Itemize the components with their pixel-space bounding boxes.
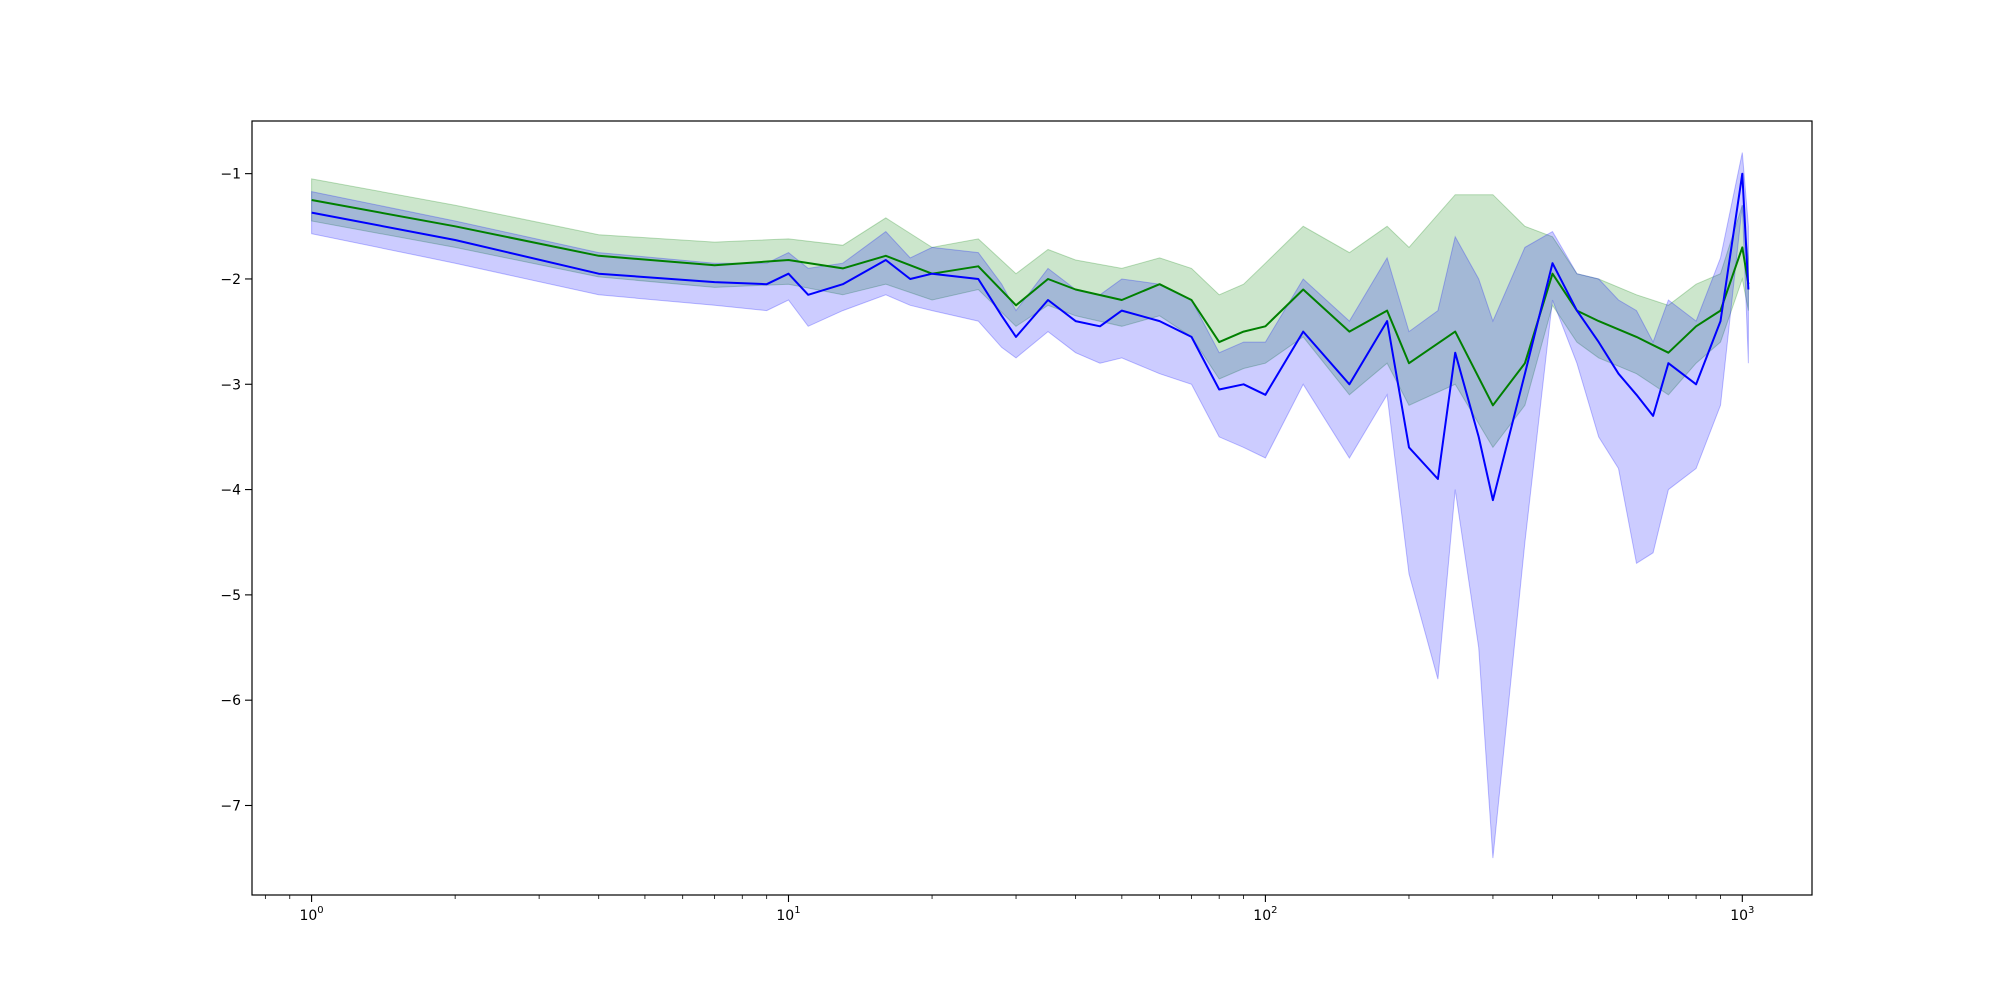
y-tick-label: −3: [220, 377, 241, 393]
x-tick-label: 102: [1253, 905, 1277, 924]
series-1-line: [311, 172, 1750, 502]
x-tick-label: 100: [299, 905, 323, 924]
series-1-band: [311, 152, 1749, 859]
x-tick-label: 101: [776, 905, 800, 924]
y-tick-label: −4: [220, 483, 241, 499]
y-tick-label: −5: [220, 588, 241, 604]
y-tick-label: −1: [220, 167, 241, 183]
y-tick-label: −2: [220, 272, 241, 288]
x-axis: 100 101 102 103: [264, 895, 1754, 924]
series-0-band: [311, 178, 1749, 449]
y-tick-label: −7: [220, 798, 241, 814]
y-axis: −1 −2 −3 −4 −5 −6 −7: [220, 167, 252, 814]
series-0-line: [311, 199, 1750, 407]
y-tick-label: −6: [220, 693, 241, 709]
x-tick-label: 103: [1730, 905, 1754, 924]
axes-frame: [251, 120, 1813, 896]
plot-area: [311, 152, 1750, 859]
